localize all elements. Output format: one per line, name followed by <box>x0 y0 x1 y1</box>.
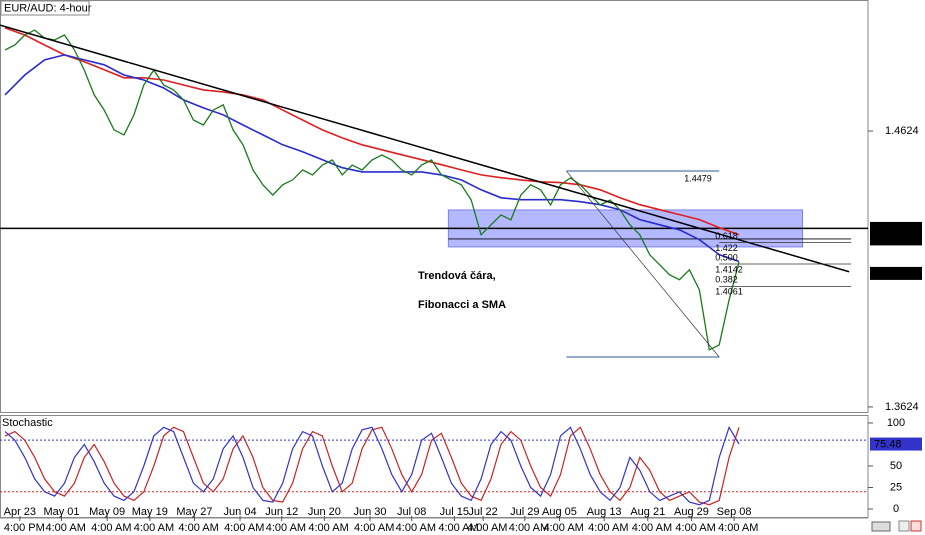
x-time-label: 4:00 PM <box>4 522 45 534</box>
price-box <box>870 437 922 451</box>
x-tick-label: Jun 30 <box>354 506 387 518</box>
x-tick-label: Jun 12 <box>265 506 298 518</box>
x-time-label: 4:00 AM <box>467 522 507 534</box>
y-tick-label: 0 <box>893 503 899 515</box>
x-time-label: 4:00 AM <box>675 522 715 534</box>
price-box <box>870 232 922 246</box>
fib-value: 1.422 <box>715 243 738 253</box>
x-time-label: 4:00 AM <box>91 522 131 534</box>
annotation: Fibonacci a SMA <box>418 299 506 311</box>
fib-high-label: 1.4479 <box>684 173 712 183</box>
x-time-label: 4:00 AM <box>354 522 394 534</box>
fib-value: 1.4142 <box>715 264 743 274</box>
fib-diagonal <box>566 170 720 358</box>
y-tick-label: 50 <box>890 460 902 472</box>
series-line <box>4 29 740 351</box>
x-tick-label: Jul 15 <box>440 506 469 518</box>
x-time-label: 4:00 AM <box>224 522 264 534</box>
title-box <box>0 0 90 16</box>
annotation: Trendová čára, <box>418 270 496 282</box>
x-time-label: 4:00 AM <box>178 522 218 534</box>
price-box-label: 1.4108 <box>874 268 908 280</box>
scroll-end-icon[interactable] <box>910 520 922 532</box>
fib-value: 1.4061 <box>715 287 743 297</box>
zoom-icon[interactable] <box>871 521 891 532</box>
trendline <box>0 24 850 273</box>
fib-ratio: 0.618 <box>715 231 738 241</box>
x-tick-label: Aug 29 <box>674 506 709 518</box>
x-tick-label: Jul 08 <box>397 506 426 518</box>
x-tick-label: May 09 <box>89 506 125 518</box>
price-panel <box>0 0 869 413</box>
series-line <box>4 27 740 236</box>
x-tick-label: Jul 29 <box>510 506 539 518</box>
x-time-label: 4:00 AM <box>46 522 86 534</box>
x-time-label: 4:00 AM <box>438 522 478 534</box>
x-tick-label: Apr 23 <box>4 506 36 518</box>
chart-title: EUR/AUD: 4-hour <box>4 2 92 14</box>
x-time-label: 4:00 AM <box>396 522 436 534</box>
series-line <box>4 425 740 506</box>
x-tick-label: May 19 <box>132 506 168 518</box>
panel-title: Stochastic <box>2 417 53 429</box>
y-tick-label: 100 <box>887 417 905 429</box>
x-tick-label: Jun 04 <box>224 506 257 518</box>
x-time-label: 4:00 AM <box>308 522 348 534</box>
x-tick-label: Sep 08 <box>717 506 752 518</box>
toolbar-icons <box>871 520 922 532</box>
series-line <box>4 54 740 263</box>
x-tick-label: May 01 <box>43 506 79 518</box>
x-time-label: 4:00 AM <box>134 522 174 534</box>
price-box <box>870 266 922 280</box>
y-tick-label: 25 <box>890 481 902 493</box>
x-time-label: 4:00 AM <box>543 522 583 534</box>
x-time-label: 4:00 AM <box>266 522 306 534</box>
price-box-label: 1.4271 <box>874 223 908 235</box>
x-tick-label: Aug 05 <box>542 506 577 518</box>
x-time-label: 4:00 AM <box>588 522 628 534</box>
y-tick-label: 1.3624 <box>885 401 919 413</box>
price-box-label: 1.4233 <box>874 233 908 245</box>
x-time-label: 4:00 AM <box>509 522 549 534</box>
x-time-label: 4:00 AM <box>632 522 672 534</box>
scroll-left-icon[interactable] <box>898 520 910 532</box>
x-tick-label: May 27 <box>176 506 212 518</box>
fib-ratio: 0.382 <box>715 275 738 285</box>
x-tick-label: Aug 21 <box>630 506 665 518</box>
x-tick-label: Jul 22 <box>468 506 497 518</box>
x-tick-label: Aug 13 <box>587 506 622 518</box>
price-box <box>870 221 922 235</box>
x-tick-label: Jun 20 <box>308 506 341 518</box>
price-box-label: 75.48 <box>874 438 902 450</box>
y-tick-label: 1.4624 <box>885 125 919 137</box>
fib-ratio: 0.500 <box>715 252 738 262</box>
x-time-label: 4:00 AM <box>718 522 758 534</box>
